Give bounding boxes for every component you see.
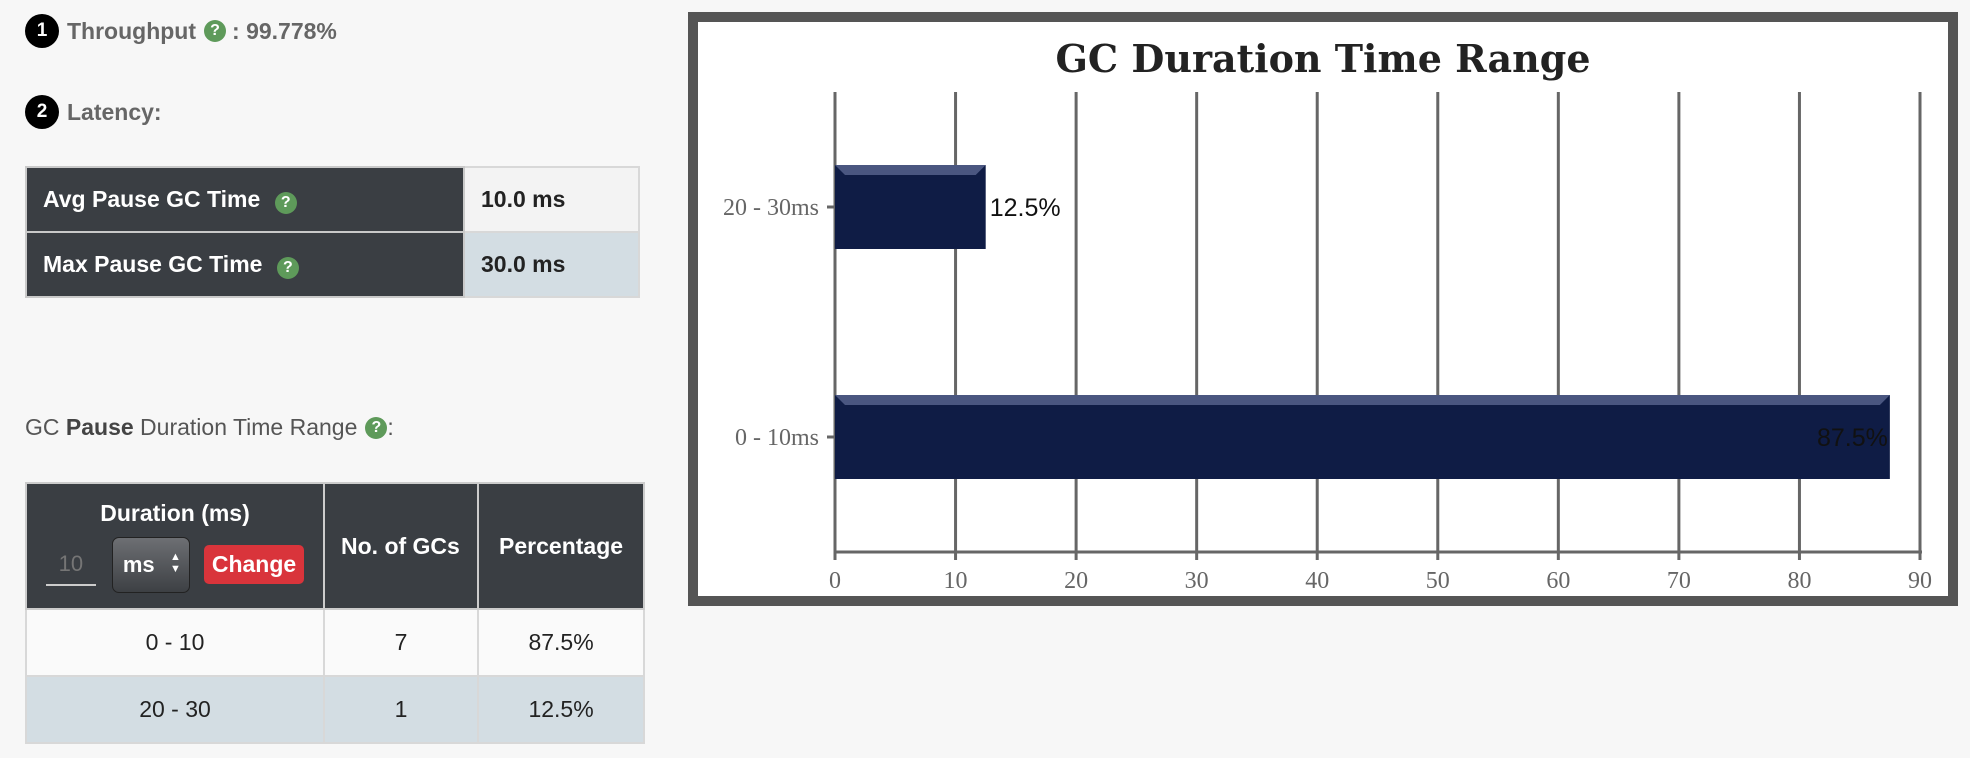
help-icon[interactable]: ? [204, 20, 227, 42]
chart-svg: GC Duration Time Range 0 10 20 30 40 50 60 70 80 9… [723, 36, 1932, 594]
x-tick-label: 0 [829, 568, 841, 594]
help-icon[interactable]: ? [276, 256, 299, 279]
range-cell: 0 - 10 [25, 608, 325, 677]
bar-data-label: 12.5% [990, 194, 1061, 222]
table-row: 0 - 10 7 87.5% [25, 608, 645, 677]
latency-line: 2 Latency: [25, 95, 162, 129]
count-cell: 7 [322, 608, 480, 677]
throughput-value: : 99.778% [232, 17, 337, 44]
x-tick-label: 20 [1064, 568, 1088, 594]
avg-pause-value: 10.0 ms [463, 166, 640, 233]
table-row: Max Pause GC Time ? 30.0 ms [25, 231, 640, 298]
gc-duration-chart: GC Duration Time Range 0 10 20 30 40 50 60 70 80 9… [688, 12, 1958, 606]
duration-header-label: Duration (ms) [100, 499, 250, 526]
percentage-cell: 12.5% [477, 675, 645, 744]
percentage-header: Percentage [477, 482, 645, 610]
avg-pause-label-cell: Avg Pause GC Time ? [25, 166, 465, 233]
max-pause-label: Max Pause GC Time [43, 250, 263, 277]
x-tick-label: 70 [1667, 568, 1691, 594]
step-1-badge: 1 [25, 14, 59, 48]
step-2-badge: 2 [25, 95, 59, 129]
duration-header: Duration (ms) ms ▲▼ Change [25, 482, 325, 610]
table-row: 20 - 30 1 12.5% [25, 675, 645, 744]
duration-table-header: Duration (ms) ms ▲▼ Change No. of GCs Pe… [25, 482, 645, 610]
x-tick-label: 10 [944, 568, 968, 594]
bar-bevel [835, 395, 1890, 405]
x-tick-label: 40 [1305, 568, 1329, 594]
duration-controls: ms ▲▼ Change [28, 536, 322, 593]
count-cell: 1 [322, 675, 480, 744]
change-button[interactable]: Change [203, 545, 305, 584]
x-tick-label: 80 [1787, 568, 1811, 594]
gc-pause-caption: GC Pause Duration Time Range ? : [25, 414, 394, 441]
max-pause-value: 30.0 ms [463, 231, 640, 298]
latency-label: Latency: [67, 98, 162, 125]
caption-prefix: GC [25, 414, 66, 440]
max-pause-label-cell: Max Pause GC Time ? [25, 231, 465, 298]
x-tick-label: 60 [1546, 568, 1570, 594]
avg-pause-label: Avg Pause GC Time [43, 185, 261, 212]
latency-table: Avg Pause GC Time ? 10.0 ms Max Pause GC… [25, 166, 640, 298]
gcs-header: No. of GCs [322, 482, 480, 610]
duration-table: Duration (ms) ms ▲▼ Change No. of GCs Pe… [25, 482, 645, 744]
x-tick-label: 90 [1908, 568, 1932, 594]
x-tick-label: 50 [1426, 568, 1450, 594]
bar [835, 165, 986, 249]
caption-suffix: Duration Time Range [133, 414, 358, 440]
caption-bold: Pause [65, 414, 134, 440]
x-tick-label: 30 [1185, 568, 1209, 594]
throughput-line: 1 Throughput ? : 99.778% [25, 14, 337, 48]
bar-data-label: 87.5% [1817, 424, 1888, 452]
y-category-label: 0 - 10ms [735, 425, 819, 451]
help-icon[interactable]: ? [365, 416, 388, 439]
help-icon[interactable]: ? [274, 191, 297, 214]
bar [835, 395, 1890, 479]
chart-title: GC Duration Time Range [1055, 36, 1590, 81]
select-arrows-icon: ▲ ▼ [169, 550, 181, 575]
throughput-label: Throughput [67, 17, 197, 44]
bar-bevel [835, 165, 986, 175]
table-row: Avg Pause GC Time ? 10.0 ms [25, 166, 640, 233]
percentage-cell: 87.5% [477, 608, 645, 677]
range-cell: 20 - 30 [25, 675, 325, 744]
y-category-label: 20 - 30ms [723, 195, 819, 221]
unit-select[interactable]: ms ▲ ▼ [111, 536, 190, 593]
duration-input[interactable] [45, 543, 96, 586]
unit-select-value: ms [122, 551, 155, 577]
caption-colon: : [387, 414, 394, 440]
